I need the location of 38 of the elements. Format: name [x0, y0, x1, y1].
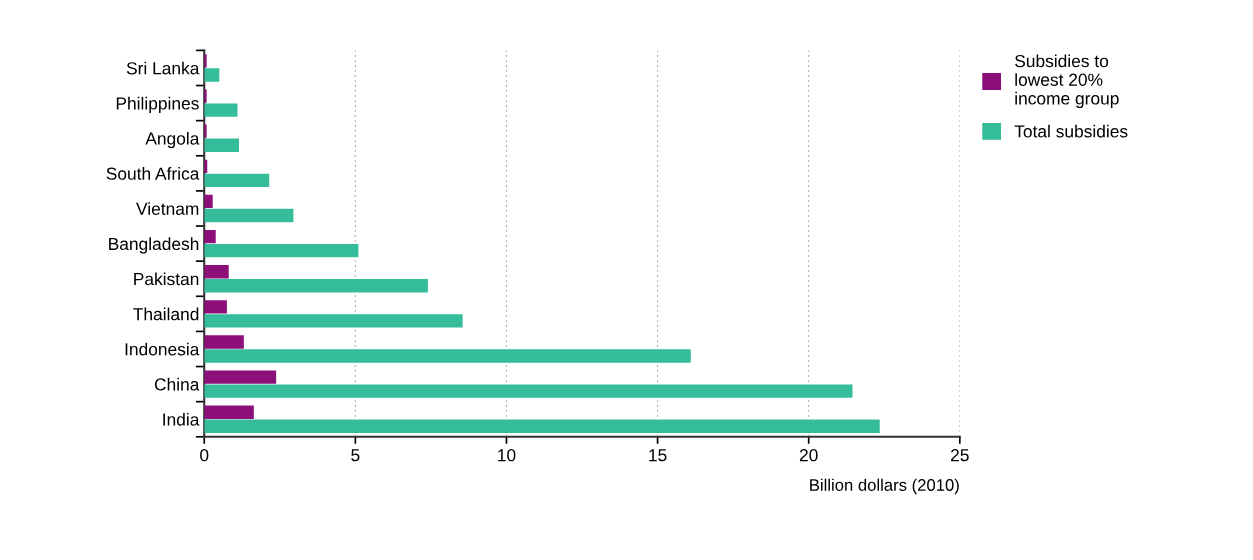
y-tick-label: China [154, 377, 200, 391]
x-tick-label: 25 [951, 449, 969, 462]
bar [204, 300, 227, 314]
bar [204, 194, 213, 209]
bar [204, 335, 244, 349]
x-axis-title: Billion dollars (2010) [810, 478, 959, 495]
bar [204, 370, 277, 384]
legend-label: Subsidies to lowest 20% income group [1015, 54, 1119, 109]
bar [204, 279, 428, 293]
x-tick-label: 10 [498, 449, 516, 462]
y-tick-label: Philippines [116, 96, 199, 113]
bar [204, 243, 359, 258]
x-tick-label: 0 [200, 449, 209, 462]
bar [204, 349, 691, 363]
x-tick-label: 15 [649, 449, 667, 462]
x-tick-label: 5 [351, 449, 360, 462]
bar [204, 384, 853, 398]
bar [204, 103, 238, 117]
bar [204, 419, 880, 433]
y-tick-label: India [163, 412, 200, 426]
bar [204, 405, 254, 419]
y-tick-label: Pakistan [134, 272, 199, 286]
bar [204, 314, 463, 328]
y-tick-label: South Africa [106, 167, 200, 180]
bar [204, 229, 216, 244]
y-tick-label: Sri Lanka [126, 61, 200, 75]
y-tick-label: Vietnam [136, 202, 199, 215]
legend-label: Total subsidies [1014, 124, 1128, 138]
y-tick-label: Indonesia [125, 342, 200, 356]
bar [204, 265, 229, 279]
y-tick-label: Angola [145, 131, 200, 149]
y-tick-label: Bangladesh [109, 237, 199, 254]
y-tick-label: Thailand [133, 307, 199, 321]
x-tick-label: 20 [799, 449, 818, 462]
bar [204, 173, 270, 188]
bar [204, 208, 294, 223]
bar [204, 68, 220, 82]
bar [204, 138, 239, 152]
